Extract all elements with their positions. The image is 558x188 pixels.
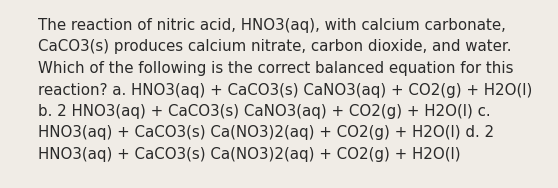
- Text: Which of the following is the correct balanced equation for this: Which of the following is the correct ba…: [38, 61, 513, 76]
- Text: The reaction of nitric acid, HNO3(aq), with calcium carbonate,: The reaction of nitric acid, HNO3(aq), w…: [38, 18, 506, 33]
- Text: CaCO3(s) produces calcium nitrate, carbon dioxide, and water.: CaCO3(s) produces calcium nitrate, carbo…: [38, 39, 512, 55]
- Text: reaction? a. HNO3(aq) + CaCO3(s) CaNO3(aq) + CO2(g) + H2O(l): reaction? a. HNO3(aq) + CaCO3(s) CaNO3(a…: [38, 83, 532, 98]
- Text: b. 2 HNO3(aq) + CaCO3(s) CaNO3(aq) + CO2(g) + H2O(l) c.: b. 2 HNO3(aq) + CaCO3(s) CaNO3(aq) + CO2…: [38, 104, 490, 119]
- Text: HNO3(aq) + CaCO3(s) Ca(NO3)2(aq) + CO2(g) + H2O(l): HNO3(aq) + CaCO3(s) Ca(NO3)2(aq) + CO2(g…: [38, 147, 460, 162]
- Text: HNO3(aq) + CaCO3(s) Ca(NO3)2(aq) + CO2(g) + H2O(l) d. 2: HNO3(aq) + CaCO3(s) Ca(NO3)2(aq) + CO2(g…: [38, 126, 494, 140]
